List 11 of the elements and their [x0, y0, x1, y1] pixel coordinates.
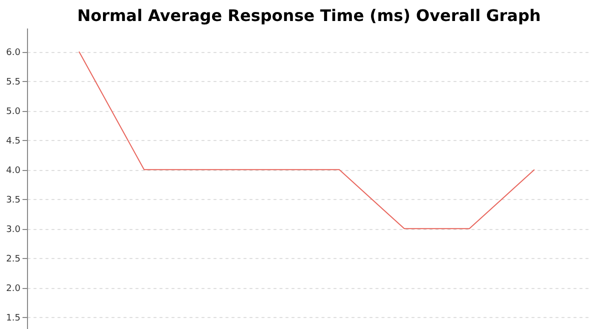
y-tick-label: 4.0	[6, 166, 21, 176]
chart-title: Normal Average Response Time (ms) Overall Graph	[77, 6, 541, 25]
y-tick-label: 5.0	[6, 107, 21, 118]
y-tick-label: 3.0	[6, 225, 21, 236]
y-tick-label: 2.5	[6, 254, 20, 265]
y-tick-label: 4.5	[6, 136, 20, 147]
y-tick-label: 5.5	[6, 78, 20, 88]
y-tick-label: 2.0	[6, 284, 21, 294]
y-tick-label: 3.5	[6, 196, 20, 206]
y-tick-label: 6.0	[6, 48, 21, 58]
y-tick-label: 1.5	[6, 314, 20, 324]
